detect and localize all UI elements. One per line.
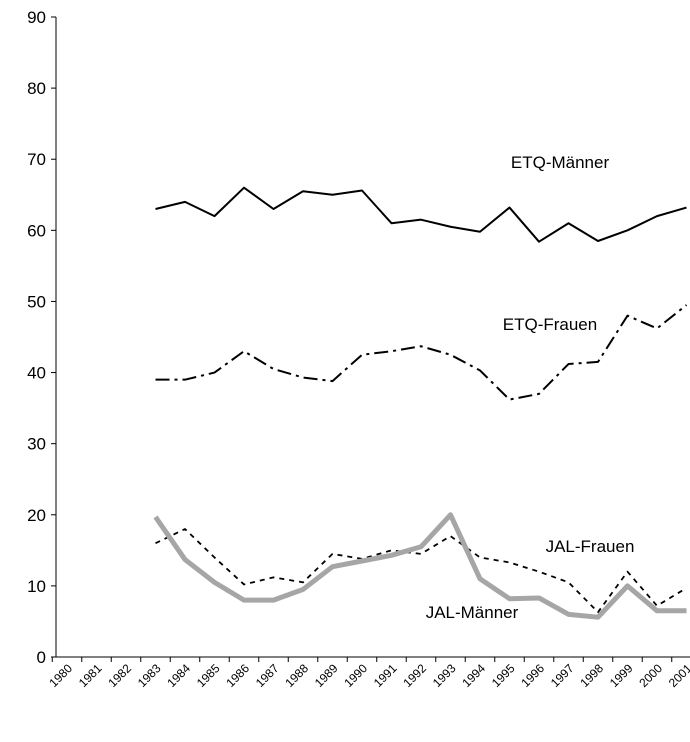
x-tick-label: 1988: [282, 661, 311, 690]
data-line: [153, 512, 687, 620]
data-line: [155, 186, 687, 243]
x-tick-label: 1983: [135, 661, 164, 690]
x-tick-label: 2000: [636, 661, 665, 690]
x-tick-label: 1992: [400, 661, 429, 690]
y-tick-label: 30: [27, 435, 46, 454]
series-label: ETQ-Frauen: [503, 315, 597, 334]
y-tick-label: 50: [27, 292, 46, 311]
series-label: JAL-Frauen: [546, 537, 635, 556]
x-tick-label: 1987: [253, 661, 282, 690]
y-tick-label: 90: [27, 8, 46, 27]
data-line: [155, 528, 687, 614]
y-tick-label: 10: [27, 577, 46, 596]
y-tick-label: 20: [27, 506, 46, 525]
x-tick-label: 1981: [76, 661, 105, 690]
x-tick-label: 1980: [46, 661, 75, 690]
y-tick-label: 0: [37, 648, 46, 667]
x-tick-label: 1986: [223, 661, 252, 690]
x-tick-label: 1996: [518, 661, 547, 690]
x-tick-label: 1990: [341, 661, 370, 690]
x-tick-label: 1999: [607, 661, 636, 690]
x-tick-label: 1997: [548, 661, 577, 690]
x-tick-label: 1993: [430, 661, 459, 690]
x-tick-label: 1994: [459, 661, 488, 690]
x-tick-label: 1984: [164, 661, 193, 690]
y-tick-label: 40: [27, 364, 46, 383]
x-tick-label: 1985: [194, 661, 223, 690]
series-label: JAL-Männer: [426, 603, 519, 622]
series-label: ETQ-Männer: [511, 153, 610, 172]
data-line: [155, 304, 688, 401]
y-tick-label: 60: [27, 221, 46, 240]
x-tick-label: 1982: [105, 661, 134, 690]
x-tick-label: 2001: [666, 661, 690, 690]
x-tick-label: 1989: [312, 661, 341, 690]
x-tick-label: 1995: [489, 661, 518, 690]
y-tick-label: 70: [27, 150, 46, 169]
x-tick-label: 1991: [371, 661, 400, 690]
y-tick-label: 80: [27, 79, 46, 98]
x-tick-label: 1998: [577, 661, 606, 690]
